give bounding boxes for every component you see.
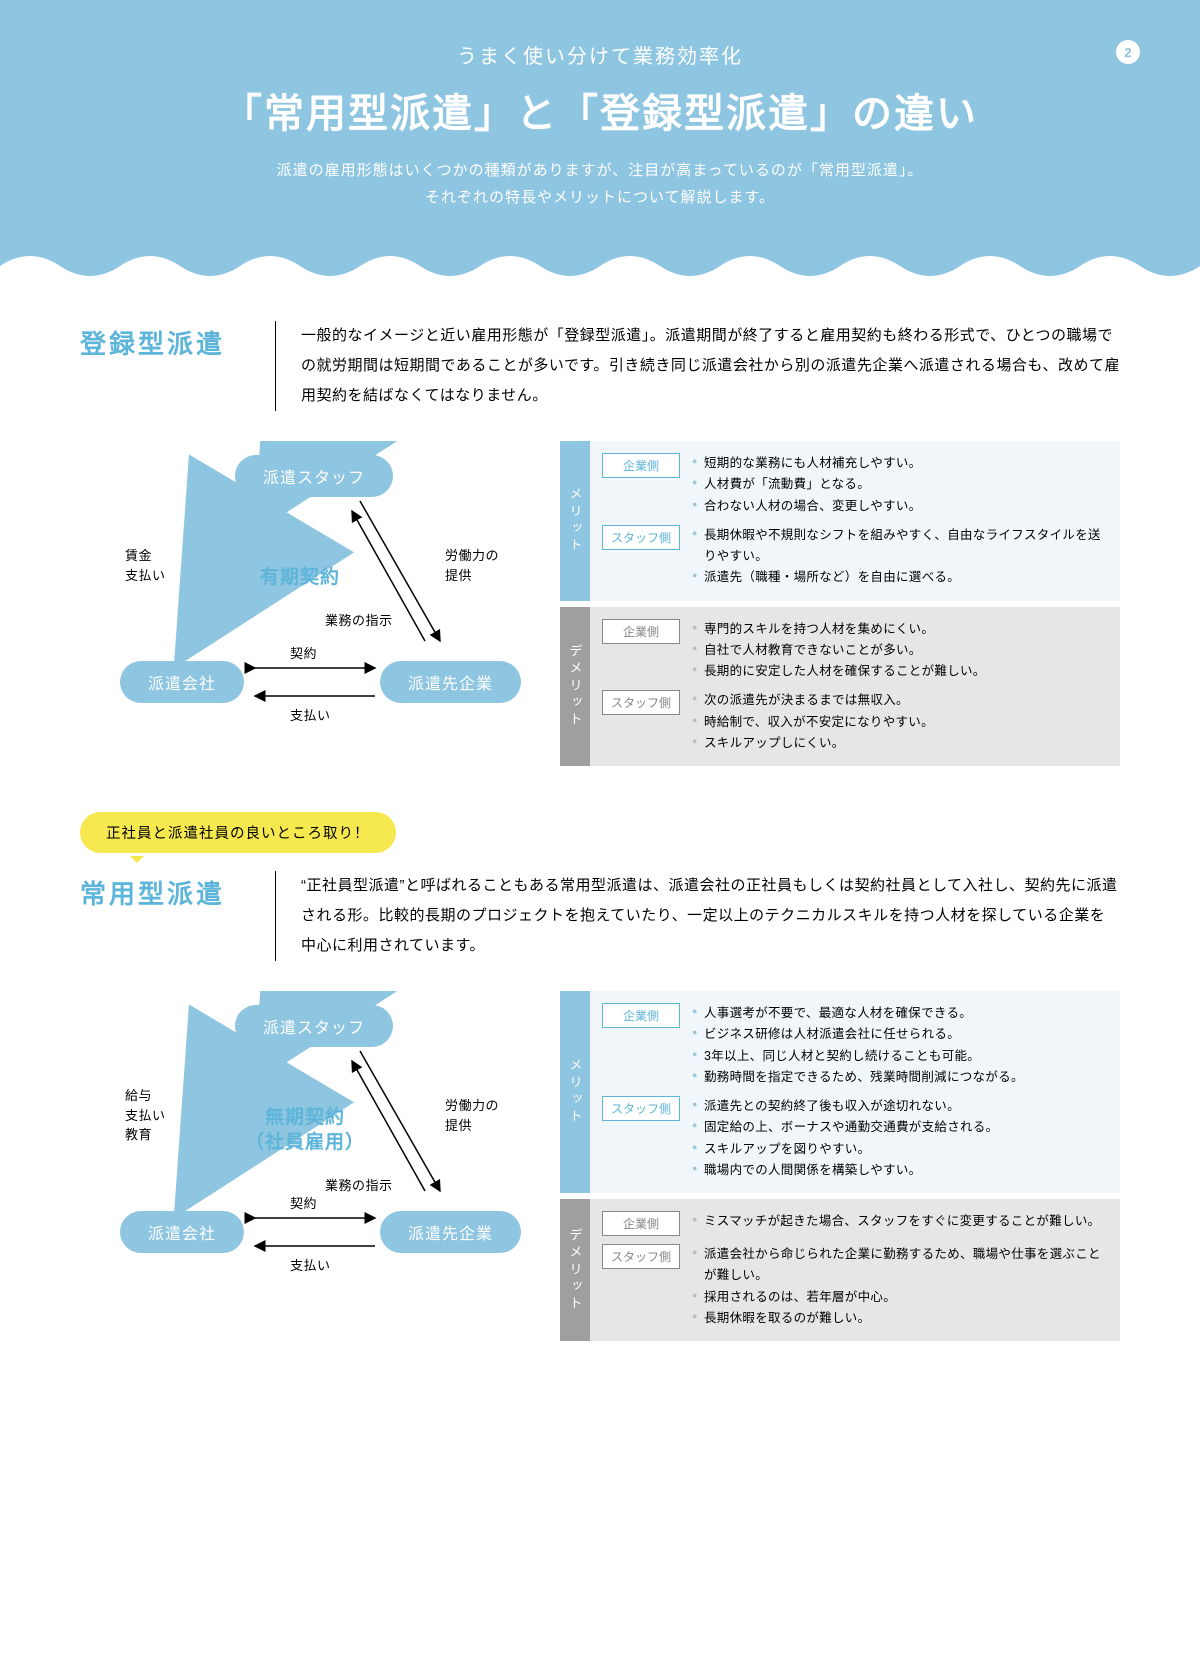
list-item: 固定給の上、ボーナスや通勤交通費が支給される。 [692,1117,1108,1138]
row-items: 長期休暇や不規則なシフトを組みやすく、自由なライフスタイルを送りやすい。派遣先（… [692,525,1108,589]
label-direction: 業務の指示 [325,611,393,631]
table-row: 企業側ミスマッチが起きた場合、スタッフをすぐに変更することが難しい。 [602,1207,1108,1240]
list-item: 長期休暇を取るのが難しい。 [692,1308,1108,1329]
list-item: ビジネス研修は人材派遣会社に任せられる。 [692,1024,1108,1045]
label-contract: 契約 [290,644,317,664]
row-items: 短期的な業務にも人材補充しやすい。人材費が「流動費」となる。合わない人材の場合、… [692,453,1108,517]
label-labor-2: 労働力の 提供 [445,1096,499,1135]
list-item: 長期休暇や不規則なシフトを組みやすく、自由なライフスタイルを送りやすい。 [692,525,1108,568]
list-item: 次の派遣先が決まるまでは無収入。 [692,690,1108,711]
intro-line-1: 派遣の雇用形態はいくつかの種類がありますが、注目が高まっているのが「常用型派遣」… [277,162,924,179]
demerit-rows-2: 企業側ミスマッチが起きた場合、スタッフをすぐに変更することが難しい。スタッフ側派… [590,1199,1120,1341]
demerit-tab: デメリット [560,607,590,767]
demerit-rows-1: 企業側専門的スキルを持つ人材を集めにくい。自社で人材教育できないことが多い。長期… [590,607,1120,767]
node-agency: 派遣会社 [120,661,244,703]
diagram-center-label-2: 無期契約 （社員雇用） [245,1106,365,1155]
label-salary: 給与 支払い 教育 [125,1086,166,1145]
list-item: 長期的に安定した人材を確保することが難しい。 [692,661,1108,682]
section1-title: 登録型派遣 [80,321,240,411]
list-item: 3年以上、同じ人材と契約し続けることも可能。 [692,1046,1108,1067]
merit-rows-2: 企業側人事選考が不要で、最適な人材を確保できる。ビジネス研修は人材派遣会社に任せ… [590,991,1120,1193]
header-intro: 派遣の雇用形態はいくつかの種類がありますが、注目が高まっているのが「常用型派遣」… [60,157,1140,211]
table-row: スタッフ側長期休暇や不規則なシフトを組みやすく、自由なライフスタイルを送りやすい… [602,521,1108,593]
row-tag: 企業側 [602,619,680,644]
list-item: 専門的スキルを持つ人材を集めにくい。 [692,619,1108,640]
label-labor: 労働力の 提供 [445,546,499,585]
table-row: 企業側専門的スキルを持つ人材を集めにくい。自社で人材教育できないことが多い。長期… [602,615,1108,687]
list-item: 短期的な業務にも人材補充しやすい。 [692,453,1108,474]
section-touroku: 登録型派遣 一般的なイメージと近い雇用形態が「登録型派遣」。派遣期間が終了すると… [80,321,1120,772]
merit-box-2: メリット 企業側人事選考が不要で、最適な人材を確保できる。ビジネス研修は人材派遣… [560,991,1120,1193]
list-item: 人事選考が不要で、最適な人材を確保できる。 [692,1003,1108,1024]
merit-box-1: メリット 企業側短期的な業務にも人材補充しやすい。人材費が「流動費」となる。合わ… [560,441,1120,601]
merit-rows-1: 企業側短期的な業務にも人材補充しやすい。人材費が「流動費」となる。合わない人材の… [590,441,1120,601]
table-row: スタッフ側派遣会社から命じられた企業に勤務するため、職場や仕事を選ぶことが難しい… [602,1240,1108,1333]
table-row: 企業側人事選考が不要で、最適な人材を確保できる。ビジネス研修は人材派遣会社に任せ… [602,999,1108,1092]
wave-divider [0,246,1200,282]
table-row: 企業側短期的な業務にも人材補充しやすい。人材費が「流動費」となる。合わない人材の… [602,449,1108,521]
list-item: スキルアップを図りやすい。 [692,1139,1108,1160]
row-items: 専門的スキルを持つ人材を集めにくい。自社で人材教育できないことが多い。長期的に安… [692,619,1108,683]
section-joyou: 正社員と派遣社員の良いところ取り！ 常用型派遣 “正社員型派遣”と呼ばれることも… [80,812,1120,1347]
row-items: ミスマッチが起きた場合、スタッフをすぐに変更することが難しい。 [692,1211,1108,1232]
callout-bubble: 正社員と派遣社員の良いところ取り！ [80,812,396,853]
row-tag: スタッフ側 [602,525,680,550]
row-tag: 企業側 [602,1003,680,1028]
list-item: 合わない人材の場合、変更しやすい。 [692,496,1108,517]
label-wage: 賃金 支払い [125,546,166,585]
label-contract-2: 契約 [290,1194,317,1214]
list-item: 職場内での人間関係を構築しやすい。 [692,1160,1108,1181]
section2-title: 常用型派遣 [80,871,240,961]
list-item: 派遣会社から命じられた企業に勤務するため、職場や仕事を選ぶことが難しい。 [692,1244,1108,1287]
merit-tab-2: メリット [560,991,590,1193]
list-item: スキルアップしにくい。 [692,733,1108,754]
list-item: 時給制で、収入が不安定になりやすい。 [692,712,1108,733]
diagram-joyou: 派遣スタッフ 派遣会社 派遣先企業 無期契約 （社員雇用） 給与 支払い 教育 … [80,991,535,1301]
list-item: 採用されるのは、若年層が中心。 [692,1287,1108,1308]
node-staff-2: 派遣スタッフ [235,1005,393,1047]
node-staff: 派遣スタッフ [235,455,393,497]
diagram-center-label: 有期契約 [260,566,340,591]
row-items: 人事選考が不要で、最適な人材を確保できる。ビジネス研修は人材派遣会社に任せられる… [692,1003,1108,1088]
demerit-box-2: デメリット 企業側ミスマッチが起きた場合、スタッフをすぐに変更することが難しい。… [560,1199,1120,1341]
diagram-touroku: 派遣スタッフ 派遣会社 派遣先企業 有期契約 賃金 支払い 労働力の 提供 業務… [80,441,535,751]
row-items: 派遣先との契約終了後も収入が途切れない。固定給の上、ボーナスや通勤交通費が支給さ… [692,1096,1108,1181]
header: 2 うまく使い分けて業務効率化 「常用型派遣」と「登録型派遣」の違い 派遣の雇用… [0,0,1200,281]
list-item: 派遣先との契約終了後も収入が途切れない。 [692,1096,1108,1117]
list-item: 人材費が「流動費」となる。 [692,474,1108,495]
row-tag: 企業側 [602,453,680,478]
list-item: 勤務時間を指定できるため、残業時間削減につながる。 [692,1067,1108,1088]
row-tag: スタッフ側 [602,1096,680,1121]
demerit-tab-2: デメリット [560,1199,590,1341]
list-item: 派遣先（職種・場所など）を自由に選べる。 [692,567,1108,588]
list-item: 自社で人材教育できないことが多い。 [692,640,1108,661]
demerit-box-1: デメリット 企業側専門的スキルを持つ人材を集めにくい。自社で人材教育できないこと… [560,607,1120,767]
row-tag: スタッフ側 [602,1244,680,1269]
node-agency-2: 派遣会社 [120,1211,244,1253]
label-payment-2: 支払い [290,1256,331,1276]
section1-desc: 一般的なイメージと近い雇用形態が「登録型派遣」。派遣期間が終了すると雇用契約も終… [275,321,1120,411]
label-payment: 支払い [290,706,331,726]
page-number-badge: 2 [1116,40,1140,64]
intro-line-2: それぞれの特長やメリットについて解説します。 [425,189,775,206]
section2-desc: “正社員型派遣”と呼ばれることもある常用型派遣は、派遣会社の正社員もしくは契約社… [275,871,1120,961]
row-tag: スタッフ側 [602,690,680,715]
row-tag: 企業側 [602,1211,680,1236]
table-row: スタッフ側派遣先との契約終了後も収入が途切れない。固定給の上、ボーナスや通勤交通… [602,1092,1108,1185]
row-items: 派遣会社から命じられた企業に勤務するため、職場や仕事を選ぶことが難しい。採用され… [692,1244,1108,1329]
list-item: ミスマッチが起きた場合、スタッフをすぐに変更することが難しい。 [692,1211,1108,1232]
label-direction-2: 業務の指示 [325,1176,393,1196]
merit-tab: メリット [560,441,590,601]
table-row: スタッフ側次の派遣先が決まるまでは無収入。時給制で、収入が不安定になりやすい。ス… [602,686,1108,758]
header-subtitle: うまく使い分けて業務効率化 [60,40,1140,69]
node-client: 派遣先企業 [380,661,521,703]
node-client-2: 派遣先企業 [380,1211,521,1253]
row-items: 次の派遣先が決まるまでは無収入。時給制で、収入が不安定になりやすい。スキルアップ… [692,690,1108,754]
header-title: 「常用型派遣」と「登録型派遣」の違い [60,81,1140,139]
